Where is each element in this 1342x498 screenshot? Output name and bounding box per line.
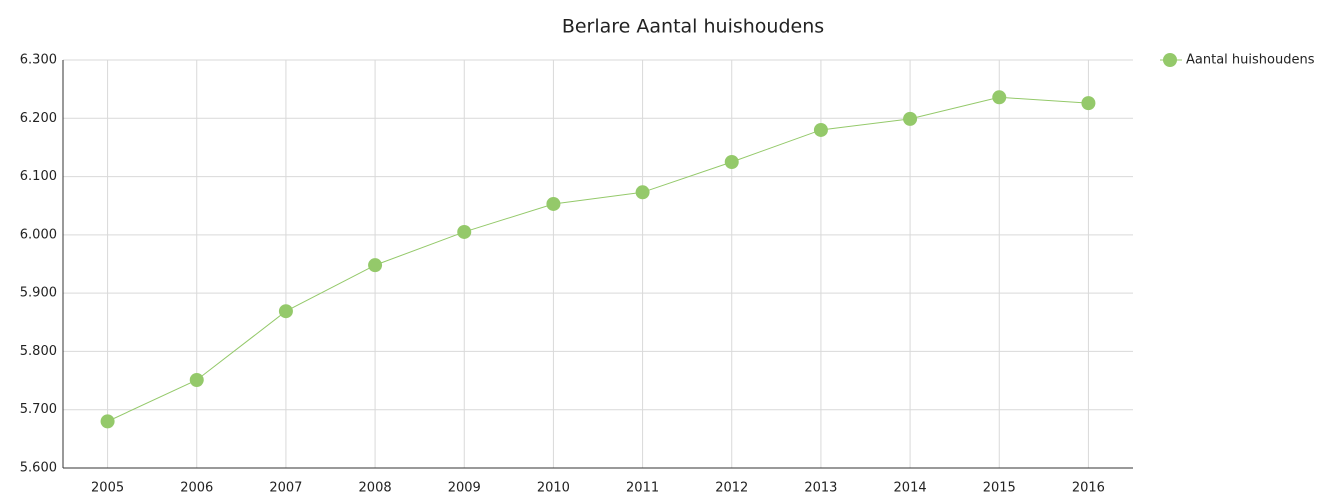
x-tick-label: 2016 [1072,481,1105,496]
x-tick-label: 2014 [894,481,927,496]
x-tick-label: 2011 [626,481,659,496]
x-tick-label: 2009 [448,481,481,496]
point [724,155,739,169]
point [992,90,1007,105]
y-tick-label: 6.100 [20,169,57,184]
x-tick-label: 2012 [715,481,748,496]
point [278,304,293,319]
point [1081,96,1096,111]
legend-label: Aantal huishoudens [1186,53,1315,68]
line [107,96,1089,422]
x-tick-label: 2006 [180,481,213,496]
point [457,224,472,239]
point [368,258,383,273]
point [546,196,561,211]
point [189,372,204,387]
point [635,185,650,200]
x-tick-label: 2015 [983,481,1016,496]
x-tick-label: 2013 [804,481,837,496]
x-tick-label: 2007 [269,481,302,496]
y-tick-label: 6.000 [20,227,57,242]
y-tick-label: 5.600 [20,461,57,476]
x-tick-label: 2005 [91,481,124,496]
y-tick-label: 5.800 [20,344,57,359]
y-tick-label: 5.900 [20,286,57,301]
point [903,111,918,126]
y-tick-label: 6.200 [20,111,57,126]
x-tick-label: 2008 [359,481,392,496]
point [100,414,115,429]
point [813,122,828,137]
y-tick-label: 6.300 [20,53,57,68]
x-tick-label: 2010 [537,481,570,496]
y-tick-label: 5.700 [20,402,57,417]
chart-title: Berlare Aantal huishoudens [562,16,824,38]
legend-marker [1163,53,1177,67]
